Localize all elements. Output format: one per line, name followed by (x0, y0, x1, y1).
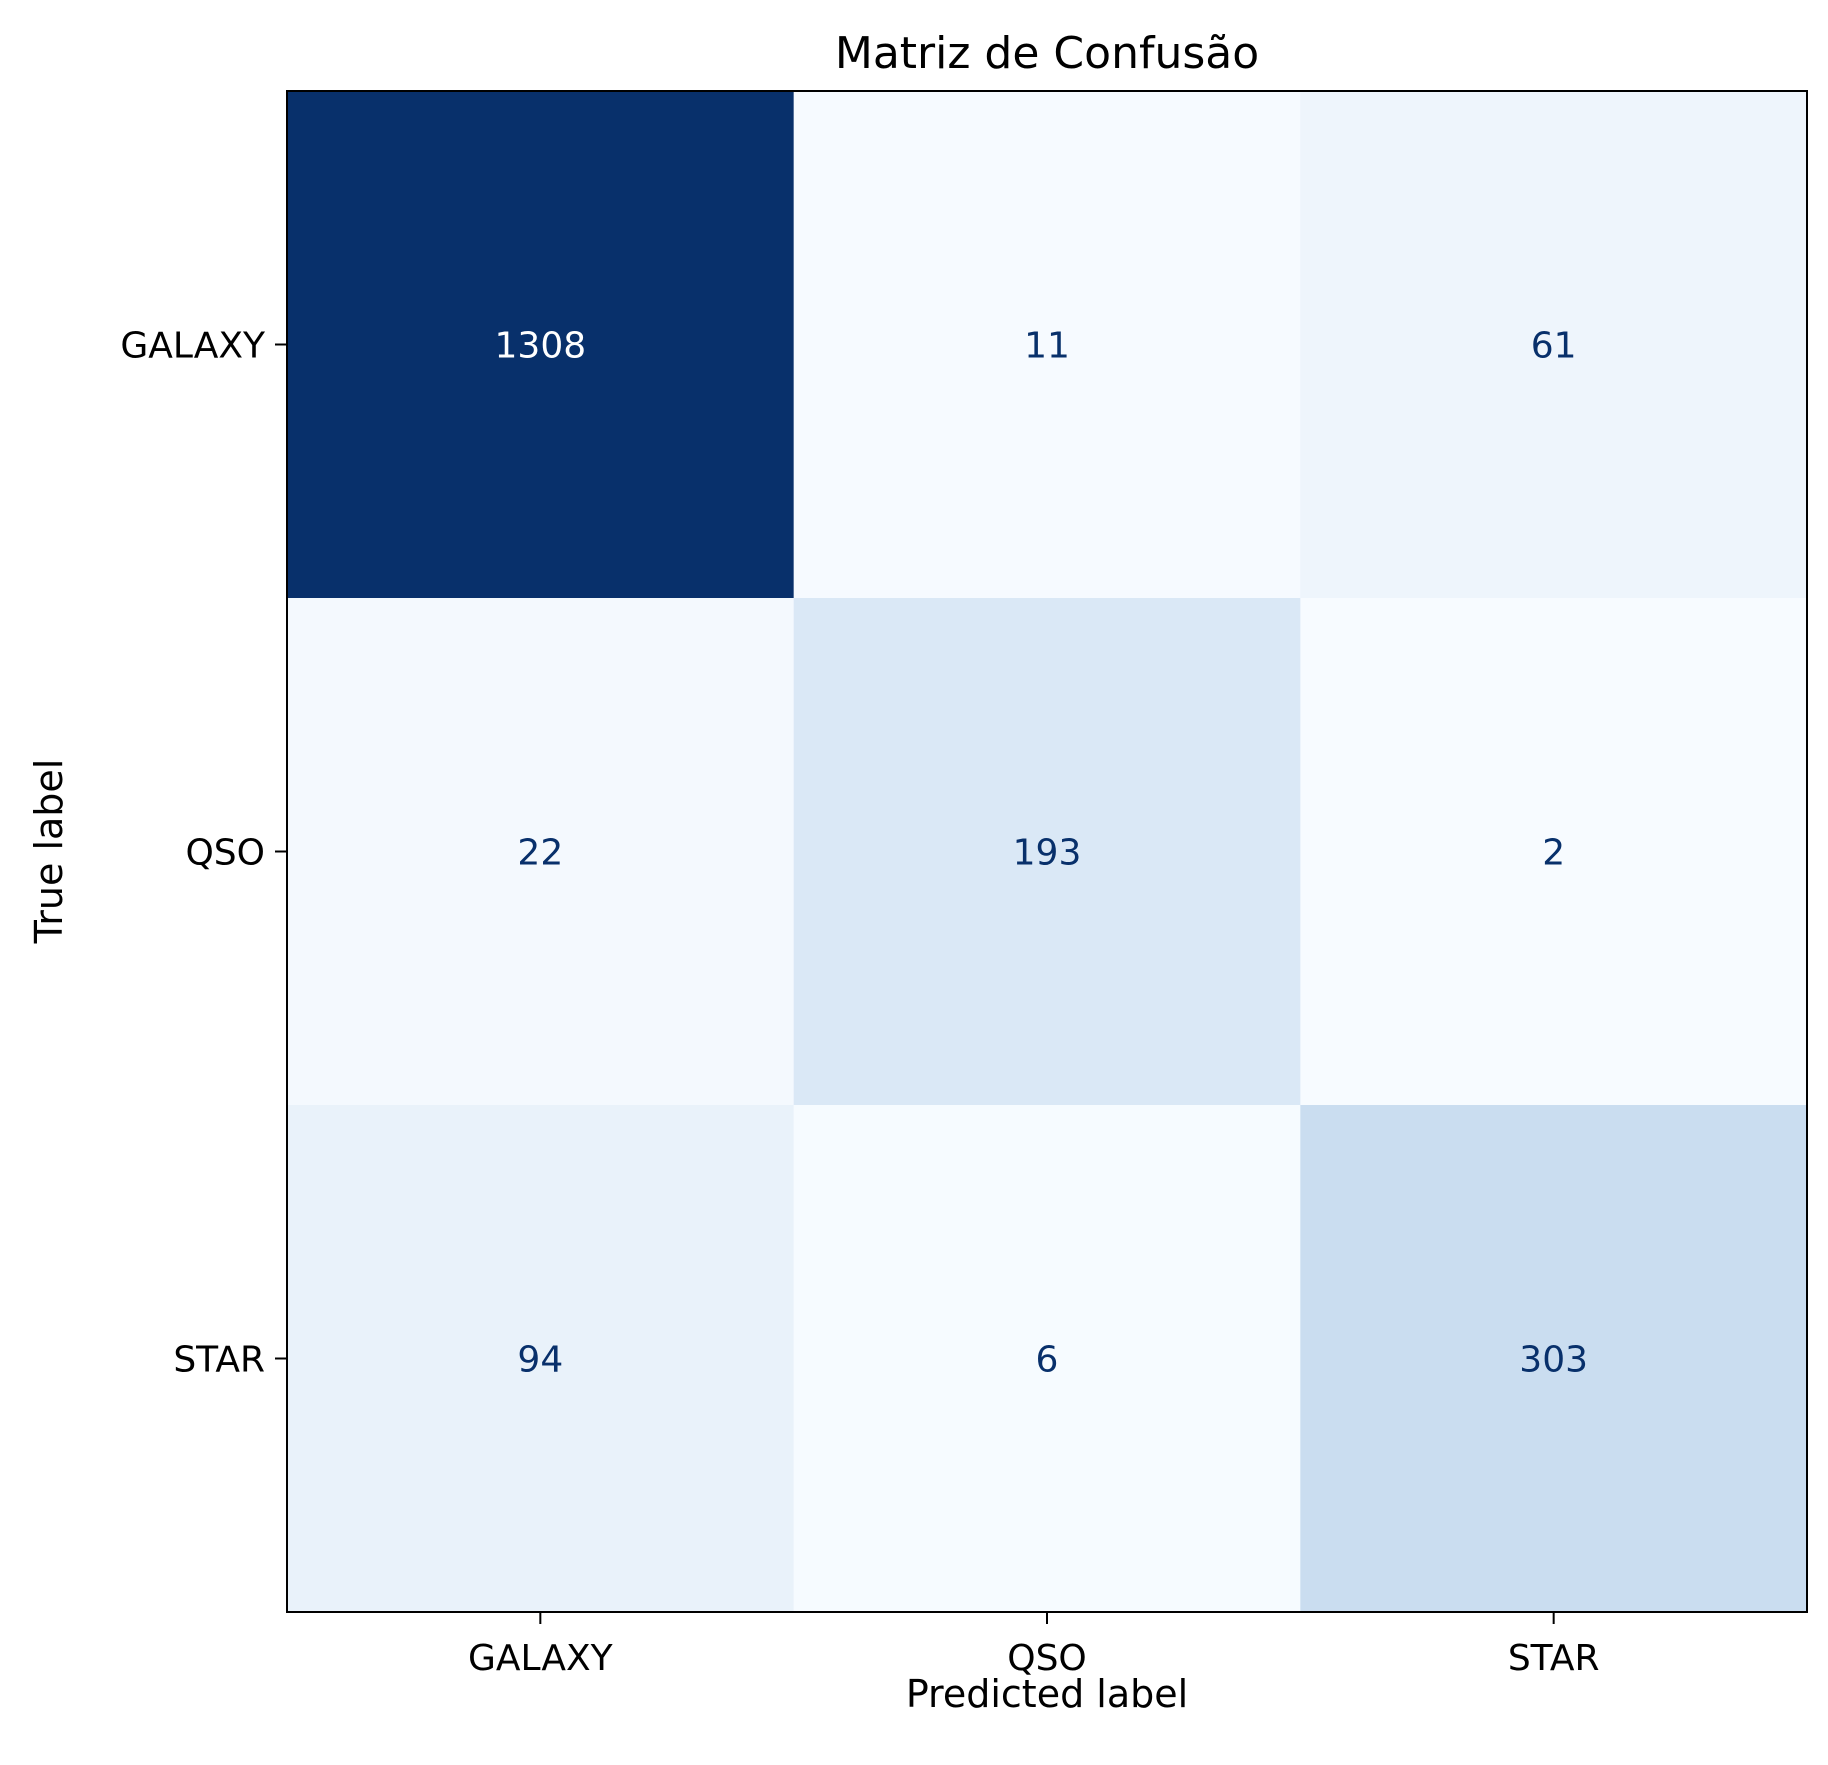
cell-value-label: 193 (1013, 833, 1082, 874)
x-tick-label: GALAXY (468, 1638, 614, 1679)
x-axis-ticks: GALAXY QSO STAR (468, 1612, 1600, 1679)
y-tick-label: GALAXY (120, 326, 266, 367)
cell-value-label: 1308 (495, 326, 587, 367)
heatmap-cell-qso-qso (793, 598, 1301, 1106)
heatmap-cell-qso-galaxy (287, 598, 795, 1106)
y-axis-ticks: GALAXY QSO STAR (120, 326, 287, 1381)
heatmap-cell-star-star (1300, 1105, 1808, 1613)
heatmap-cell-qso-star (1300, 598, 1808, 1106)
cell-value-label: 6 (1036, 1340, 1059, 1381)
heatmap-cell-galaxy-qso (793, 91, 1301, 599)
heatmap-cell-galaxy-galaxy (287, 91, 795, 599)
y-tick-label: STAR (173, 1340, 265, 1381)
heatmap-cell-star-galaxy (287, 1105, 795, 1613)
y-axis-label: True label (27, 759, 71, 945)
heatmap-cell-galaxy-star (1300, 91, 1808, 599)
cell-value-label: 61 (1531, 326, 1577, 367)
cell-value-label: 22 (517, 833, 563, 874)
heatmap-cell-values: 1308 11 61 22 193 2 94 6 303 (495, 326, 1589, 1381)
x-tick-label: STAR (1508, 1638, 1600, 1679)
heatmap-cell-star-qso (793, 1105, 1301, 1613)
cell-value-label: 303 (1519, 1340, 1588, 1381)
cell-value-label: 94 (517, 1340, 563, 1381)
chart-title: Matriz de Confusão (835, 28, 1259, 79)
y-tick-label: QSO (185, 833, 265, 874)
cell-value-label: 2 (1542, 833, 1565, 874)
x-tick-label: QSO (1007, 1638, 1087, 1679)
x-axis-label: Predicted label (906, 1672, 1188, 1716)
cell-value-label: 11 (1024, 326, 1070, 367)
heatmap-cells (287, 91, 1808, 1613)
